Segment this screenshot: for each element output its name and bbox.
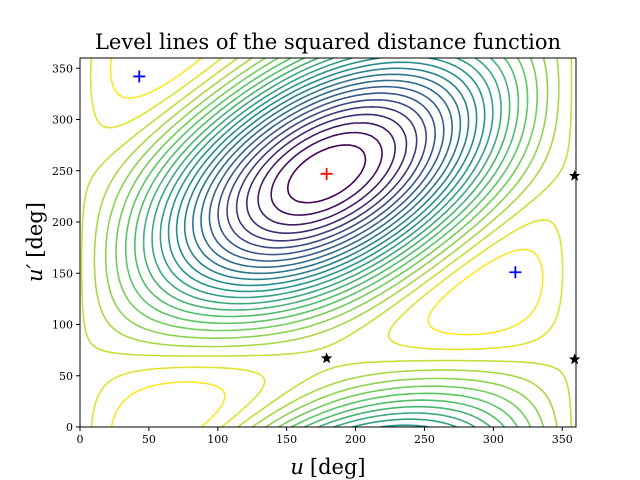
plot-frame — [79, 57, 577, 428]
contour-level — [200, 79, 453, 268]
x-axis-label: u [deg] — [290, 455, 365, 479]
contour-level — [183, 67, 470, 281]
star-marker — [320, 352, 333, 364]
x-tick-label: 150 — [276, 433, 297, 446]
contour-level — [142, 58, 511, 427]
contour-level — [80, 58, 573, 427]
contour-lines — [80, 58, 573, 427]
x-tick-label: 250 — [414, 433, 435, 446]
y-tick-label: 0 — [66, 421, 73, 434]
contour-level — [235, 106, 418, 242]
chart-title: Level lines of the squared distance func… — [95, 30, 561, 54]
y-tick-label: 300 — [52, 114, 73, 127]
star-marker — [568, 169, 581, 181]
y-tick-label: 200 — [52, 216, 73, 229]
x-axis-ticks: 0 50 100 150 200 250 300 350 — [77, 427, 573, 446]
contour-level — [93, 58, 560, 427]
y-tick-label: 350 — [52, 62, 73, 75]
markers-layer — [133, 70, 581, 365]
x-tick-label: 300 — [483, 433, 504, 446]
x-tick-label: 50 — [142, 433, 156, 446]
plus-marker — [320, 167, 333, 180]
y-tick-label: 50 — [59, 370, 73, 383]
contour-level — [89, 58, 564, 427]
x-tick-label: 0 — [77, 433, 84, 446]
x-tick-label: 200 — [345, 433, 366, 446]
x-axis-unit: [deg] — [310, 455, 366, 479]
contour-level — [257, 122, 396, 226]
contour-level — [151, 58, 502, 427]
y-axis-symbol: u′ — [23, 263, 47, 282]
y-tick-label: 100 — [52, 319, 73, 332]
star-marker — [568, 353, 581, 365]
y-axis-label: u′ [deg] — [23, 202, 47, 282]
contour-level — [226, 99, 427, 249]
contour-level — [246, 113, 408, 234]
contour-level — [192, 73, 462, 275]
contour-level — [115, 58, 538, 427]
y-axis-unit: [deg] — [23, 202, 47, 258]
plus-marker — [133, 70, 146, 83]
contour-level — [124, 58, 529, 427]
y-tick-label: 250 — [52, 165, 73, 178]
x-tick-label: 100 — [207, 433, 228, 446]
x-tick-label: 350 — [552, 433, 573, 446]
contour-level — [270, 131, 383, 216]
contour-level — [175, 61, 478, 287]
plus-marker — [509, 266, 522, 279]
contour-level — [208, 85, 445, 262]
x-axis-symbol: u — [290, 455, 304, 479]
contour-level — [217, 92, 436, 256]
contour-level — [109, 58, 544, 427]
y-tick-label: 150 — [52, 267, 73, 280]
y-axis-ticks: 0 50 100 150 200 250 300 350 — [52, 62, 80, 434]
contour-level — [287, 144, 367, 204]
contour-level — [104, 58, 549, 427]
